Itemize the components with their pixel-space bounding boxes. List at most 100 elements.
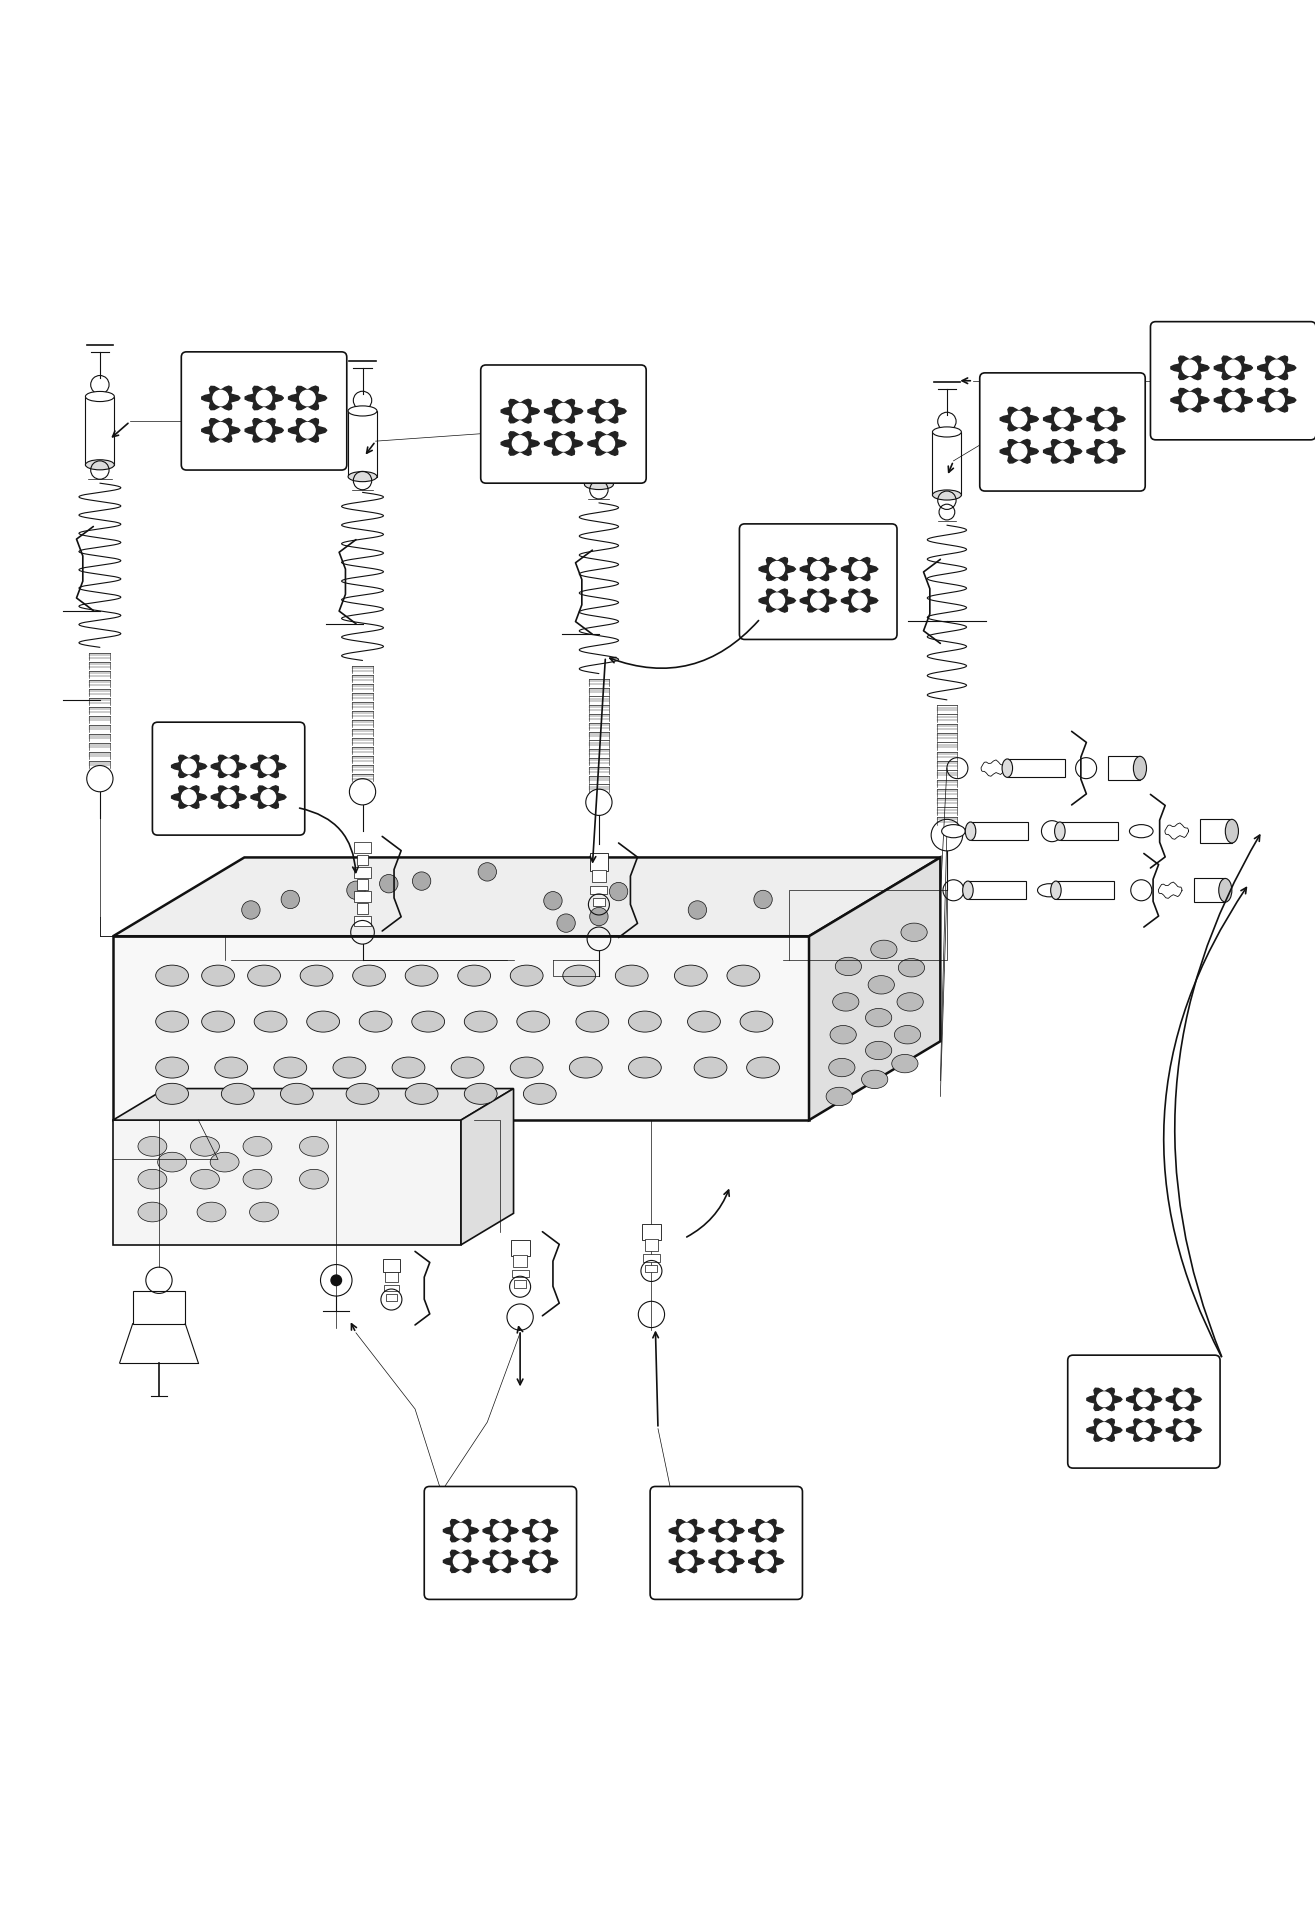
FancyBboxPatch shape [480,366,646,483]
Circle shape [300,391,315,406]
Circle shape [379,874,397,893]
Ellipse shape [405,1084,438,1105]
Polygon shape [1044,408,1082,431]
Ellipse shape [465,1084,497,1105]
Circle shape [1096,1392,1112,1407]
Bar [386,1294,397,1301]
Circle shape [1012,443,1026,458]
Bar [594,897,605,907]
FancyBboxPatch shape [979,373,1145,491]
Ellipse shape [1001,758,1012,778]
Polygon shape [759,589,795,612]
Polygon shape [1087,1388,1123,1411]
Ellipse shape [250,1203,279,1222]
Ellipse shape [866,1009,892,1026]
Bar [357,903,368,914]
Circle shape [688,901,707,918]
Circle shape [1098,412,1113,427]
Ellipse shape [86,391,114,402]
Polygon shape [1258,356,1296,379]
Polygon shape [201,387,240,410]
Bar [591,886,608,895]
Circle shape [1225,393,1241,408]
Circle shape [599,404,615,420]
Polygon shape [113,1120,461,1245]
Polygon shape [522,1550,558,1573]
Ellipse shape [300,1168,329,1190]
Bar [354,866,371,878]
Circle shape [1269,360,1284,375]
Bar [1059,822,1117,841]
Polygon shape [501,431,540,456]
Ellipse shape [346,1084,379,1105]
Ellipse shape [833,993,859,1011]
Ellipse shape [836,957,862,976]
Bar [386,1272,397,1282]
Bar [1108,757,1140,780]
Bar [645,1240,658,1251]
Ellipse shape [1050,882,1061,899]
Ellipse shape [942,824,966,837]
Polygon shape [251,755,286,778]
Circle shape [590,907,608,926]
Circle shape [719,1523,733,1538]
Polygon shape [1215,356,1253,379]
Polygon shape [1166,1388,1202,1411]
Circle shape [609,882,628,901]
Circle shape [1098,443,1113,458]
Ellipse shape [898,993,924,1011]
Ellipse shape [694,1057,726,1078]
Polygon shape [709,1550,744,1573]
Ellipse shape [155,1057,188,1078]
Bar [644,1253,659,1261]
Polygon shape [1087,408,1125,431]
Ellipse shape [138,1168,167,1190]
Ellipse shape [191,1136,220,1157]
Bar [133,1292,186,1324]
Circle shape [221,758,236,774]
Polygon shape [522,1519,558,1542]
Circle shape [1137,1392,1152,1407]
Polygon shape [461,1088,513,1245]
Ellipse shape [629,1011,661,1032]
Ellipse shape [155,964,188,986]
Circle shape [759,1523,774,1538]
Circle shape [1054,412,1070,427]
Bar [590,853,608,870]
Ellipse shape [584,416,613,427]
Circle shape [770,562,784,577]
Polygon shape [113,936,809,1120]
Ellipse shape [866,1041,892,1059]
Circle shape [213,424,229,439]
Ellipse shape [726,964,759,986]
Polygon shape [709,1519,744,1542]
Polygon shape [1166,1419,1202,1442]
Ellipse shape [826,1088,853,1105]
Polygon shape [841,589,878,612]
Ellipse shape [243,1136,272,1157]
Circle shape [1182,360,1198,375]
Ellipse shape [155,1084,188,1105]
Ellipse shape [899,959,925,978]
Bar [354,891,371,903]
Polygon shape [483,1550,519,1573]
Ellipse shape [353,964,386,986]
Polygon shape [749,1519,784,1542]
Polygon shape [212,755,246,778]
Polygon shape [1171,356,1209,379]
Polygon shape [443,1519,479,1542]
Circle shape [719,1553,733,1569]
Circle shape [512,435,528,450]
Circle shape [257,424,271,439]
Circle shape [1225,360,1241,375]
Ellipse shape [158,1153,187,1172]
FancyBboxPatch shape [153,722,305,835]
Polygon shape [245,418,283,443]
Bar [1200,820,1232,843]
Circle shape [544,891,562,911]
Ellipse shape [1037,884,1061,897]
Circle shape [332,1274,342,1286]
Bar [1055,882,1113,899]
FancyBboxPatch shape [740,524,898,639]
Polygon shape [1000,439,1038,464]
